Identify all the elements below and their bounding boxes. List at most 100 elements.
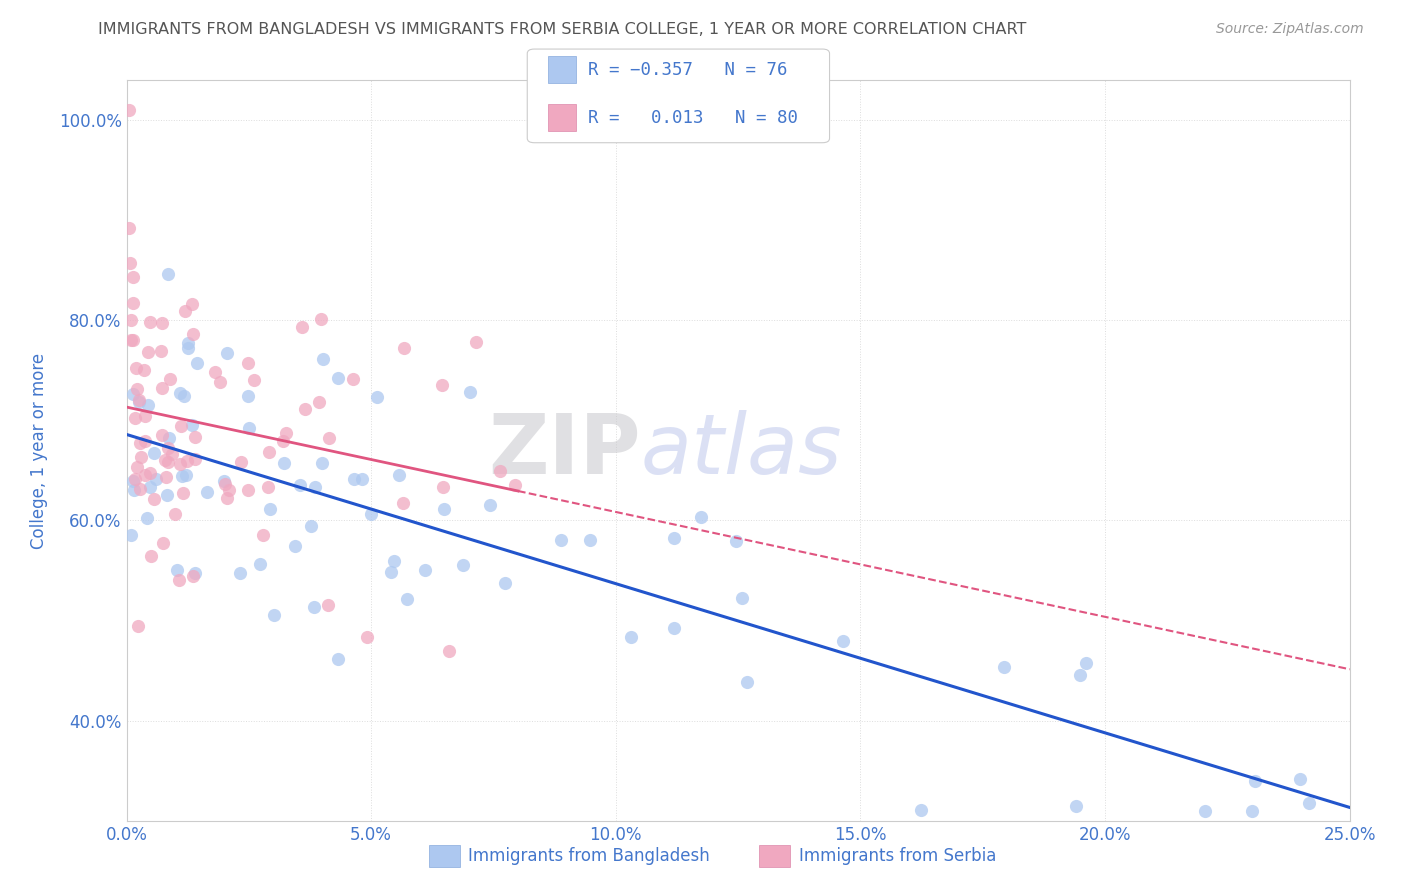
Point bbox=[343, 472, 366, 486]
Point bbox=[451, 558, 474, 572]
Text: R =   0.013   N = 80: R = 0.013 N = 80 bbox=[588, 109, 797, 127]
Point bbox=[690, 509, 713, 524]
Point bbox=[176, 342, 198, 356]
Point bbox=[218, 483, 240, 498]
Text: ZIP: ZIP bbox=[488, 410, 640, 491]
Point bbox=[1243, 774, 1265, 789]
Point bbox=[129, 483, 152, 497]
Point bbox=[124, 361, 146, 376]
Point bbox=[121, 269, 143, 284]
Point bbox=[432, 479, 454, 493]
Point bbox=[229, 566, 252, 580]
Point bbox=[730, 591, 752, 605]
Point bbox=[1076, 656, 1098, 670]
Point bbox=[127, 618, 149, 632]
Point bbox=[1069, 668, 1091, 682]
Point bbox=[136, 398, 159, 412]
Point bbox=[128, 435, 150, 450]
Point bbox=[342, 372, 364, 386]
Point bbox=[120, 334, 142, 348]
Point bbox=[1288, 772, 1310, 786]
Point bbox=[173, 389, 195, 403]
Point bbox=[118, 220, 141, 235]
Point bbox=[382, 554, 405, 568]
Point bbox=[316, 598, 339, 612]
Point bbox=[238, 421, 260, 435]
Point bbox=[184, 430, 207, 444]
Point bbox=[366, 390, 388, 404]
Point bbox=[1194, 804, 1216, 818]
Point bbox=[394, 341, 416, 355]
Point bbox=[195, 485, 218, 500]
Point bbox=[273, 456, 295, 470]
Y-axis label: College, 1 year or more: College, 1 year or more bbox=[30, 352, 48, 549]
Point bbox=[184, 452, 207, 467]
Point bbox=[257, 444, 280, 458]
Point bbox=[157, 442, 180, 456]
Point bbox=[494, 576, 516, 591]
Point bbox=[183, 326, 205, 341]
Point bbox=[128, 394, 150, 409]
Point bbox=[489, 464, 512, 478]
Point bbox=[620, 630, 643, 644]
Point bbox=[550, 533, 572, 547]
Point bbox=[135, 510, 157, 524]
Point bbox=[129, 450, 152, 465]
Point bbox=[142, 491, 165, 506]
Point bbox=[120, 256, 142, 270]
Point bbox=[155, 452, 177, 467]
Point bbox=[156, 487, 179, 501]
Point bbox=[380, 565, 402, 579]
Point bbox=[433, 502, 456, 516]
Point bbox=[157, 431, 180, 445]
Point bbox=[662, 622, 685, 636]
Point bbox=[304, 480, 326, 494]
Point bbox=[167, 574, 190, 588]
Point bbox=[159, 372, 181, 386]
Point bbox=[169, 385, 191, 400]
Point bbox=[145, 472, 167, 486]
Point bbox=[664, 531, 686, 545]
Point bbox=[122, 483, 145, 497]
Point bbox=[308, 394, 330, 409]
Point bbox=[360, 508, 382, 522]
Point bbox=[166, 563, 188, 577]
Point bbox=[735, 675, 758, 690]
Point bbox=[725, 534, 748, 549]
Point bbox=[127, 459, 149, 474]
Point bbox=[118, 103, 141, 118]
Point bbox=[139, 466, 162, 480]
Point bbox=[579, 533, 602, 548]
Point bbox=[311, 456, 333, 470]
Point bbox=[138, 480, 160, 494]
Point bbox=[284, 539, 307, 553]
Point bbox=[302, 600, 325, 615]
Point bbox=[229, 455, 252, 469]
Point bbox=[122, 474, 145, 488]
Point bbox=[121, 387, 143, 401]
Point bbox=[236, 356, 259, 370]
Point bbox=[170, 419, 193, 434]
Point bbox=[128, 392, 150, 407]
Point bbox=[152, 536, 174, 550]
Point bbox=[120, 313, 142, 327]
Point bbox=[120, 528, 142, 542]
Point bbox=[132, 363, 155, 377]
Text: atlas: atlas bbox=[640, 410, 842, 491]
Point bbox=[134, 434, 156, 448]
Point bbox=[139, 549, 162, 563]
Point bbox=[143, 446, 166, 460]
Point bbox=[259, 502, 281, 516]
Point bbox=[478, 498, 501, 512]
Point bbox=[174, 303, 197, 318]
Point bbox=[464, 335, 486, 350]
Point bbox=[263, 607, 285, 622]
Point bbox=[124, 473, 146, 487]
Point bbox=[294, 401, 316, 416]
Point bbox=[177, 336, 200, 351]
Point bbox=[271, 434, 294, 448]
Point bbox=[299, 519, 322, 533]
Point bbox=[181, 569, 204, 583]
Point bbox=[181, 297, 204, 311]
Point bbox=[243, 372, 266, 386]
